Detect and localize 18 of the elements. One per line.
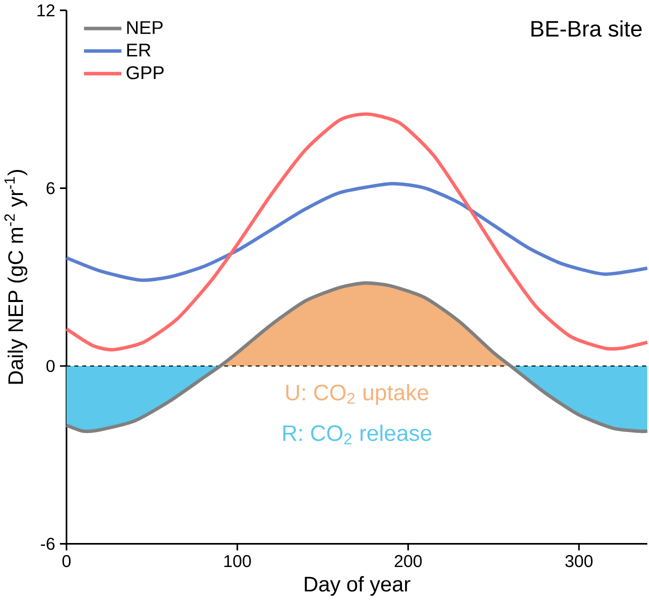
- line-series: [64, 182, 649, 282]
- x-tick-label: 200: [394, 554, 422, 568]
- annotation: U: CO$_{2}$ uptake: [286, 384, 428, 405]
- x-axis-title: Day of year: [304, 576, 410, 596]
- annotation: R: CO$_{2}$ release: [283, 424, 432, 444]
- x-tick-label: 0: [62, 554, 71, 568]
- legend-label: ER: [127, 44, 150, 56]
- x-tick-label: 300: [565, 554, 593, 568]
- y-axis-title: Daily NEP (gC m$^{-2}$ yr$^{-1}$): [4, 170, 28, 384]
- x-tick-label: 100: [224, 554, 251, 568]
- y-tick-label: 6: [46, 182, 55, 194]
- y-tick-label: 0: [46, 360, 55, 372]
- chart-title: BE-Bra site: [532, 20, 642, 37]
- legend-label: NEP: [127, 21, 163, 34]
- y-tick-label: 12: [38, 4, 54, 16]
- legend-label: GPP: [126, 66, 164, 80]
- line-series: [64, 112, 649, 352]
- y-tick-label: -6: [40, 538, 55, 550]
